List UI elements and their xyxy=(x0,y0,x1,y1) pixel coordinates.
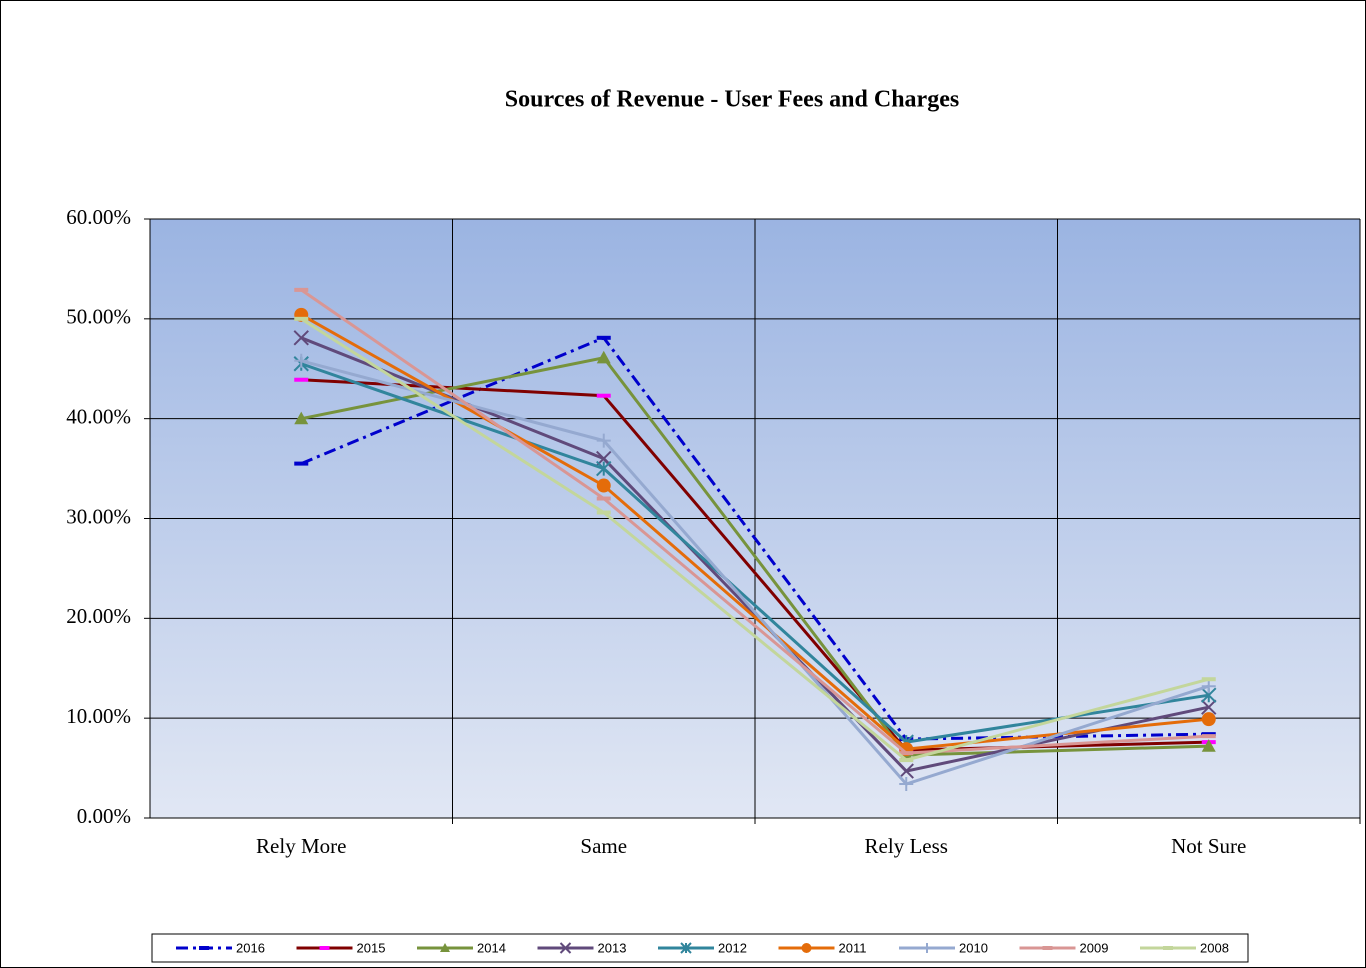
y-tick-label: 50.00% xyxy=(66,305,131,329)
legend-label: 2009 xyxy=(1080,940,1109,955)
marker xyxy=(294,411,309,425)
legend-label: 2008 xyxy=(1200,940,1229,955)
marker xyxy=(294,353,309,368)
y-tick-label: 10.00% xyxy=(66,704,131,728)
x-tick-label: Same xyxy=(580,834,627,858)
legend-label: 2015 xyxy=(357,940,386,955)
marker xyxy=(898,763,914,779)
series-line xyxy=(300,359,1210,786)
chart-title: Sources of Revenue - User Fees and Charg… xyxy=(505,87,959,113)
marker xyxy=(801,943,812,953)
marker xyxy=(440,943,450,952)
series-line xyxy=(300,288,1209,755)
marker xyxy=(596,460,612,477)
x-tick-label: Rely More xyxy=(256,834,346,858)
series-line xyxy=(300,336,1210,773)
y-tick-label: 20.00% xyxy=(66,604,131,628)
marker xyxy=(596,350,611,364)
legend-label: 2014 xyxy=(477,940,506,955)
marker xyxy=(922,943,932,953)
x-tick-label: Not Sure xyxy=(1171,834,1246,858)
x-tick-label: Rely Less xyxy=(865,834,948,858)
legend-label: 2016 xyxy=(236,940,265,955)
series-line xyxy=(300,356,1209,757)
marker xyxy=(680,942,692,954)
legend-label: 2010 xyxy=(959,940,988,955)
y-tick-label: 60.00% xyxy=(66,205,131,229)
legend-label: 2012 xyxy=(718,940,747,955)
marker xyxy=(1201,699,1217,715)
marker xyxy=(899,777,914,792)
y-tick-label: 40.00% xyxy=(66,404,131,428)
legend-label: 2013 xyxy=(598,940,627,955)
marker xyxy=(1201,712,1216,727)
marker xyxy=(596,433,611,448)
y-tick-label: 30.00% xyxy=(66,504,131,528)
legend-label: 2011 xyxy=(839,940,867,955)
series-line xyxy=(300,317,1210,762)
marker xyxy=(1201,739,1216,752)
marker xyxy=(596,478,611,493)
marker xyxy=(559,942,572,954)
y-tick-label: 0.00% xyxy=(77,804,131,828)
marker xyxy=(1201,679,1216,694)
marker xyxy=(293,330,309,346)
